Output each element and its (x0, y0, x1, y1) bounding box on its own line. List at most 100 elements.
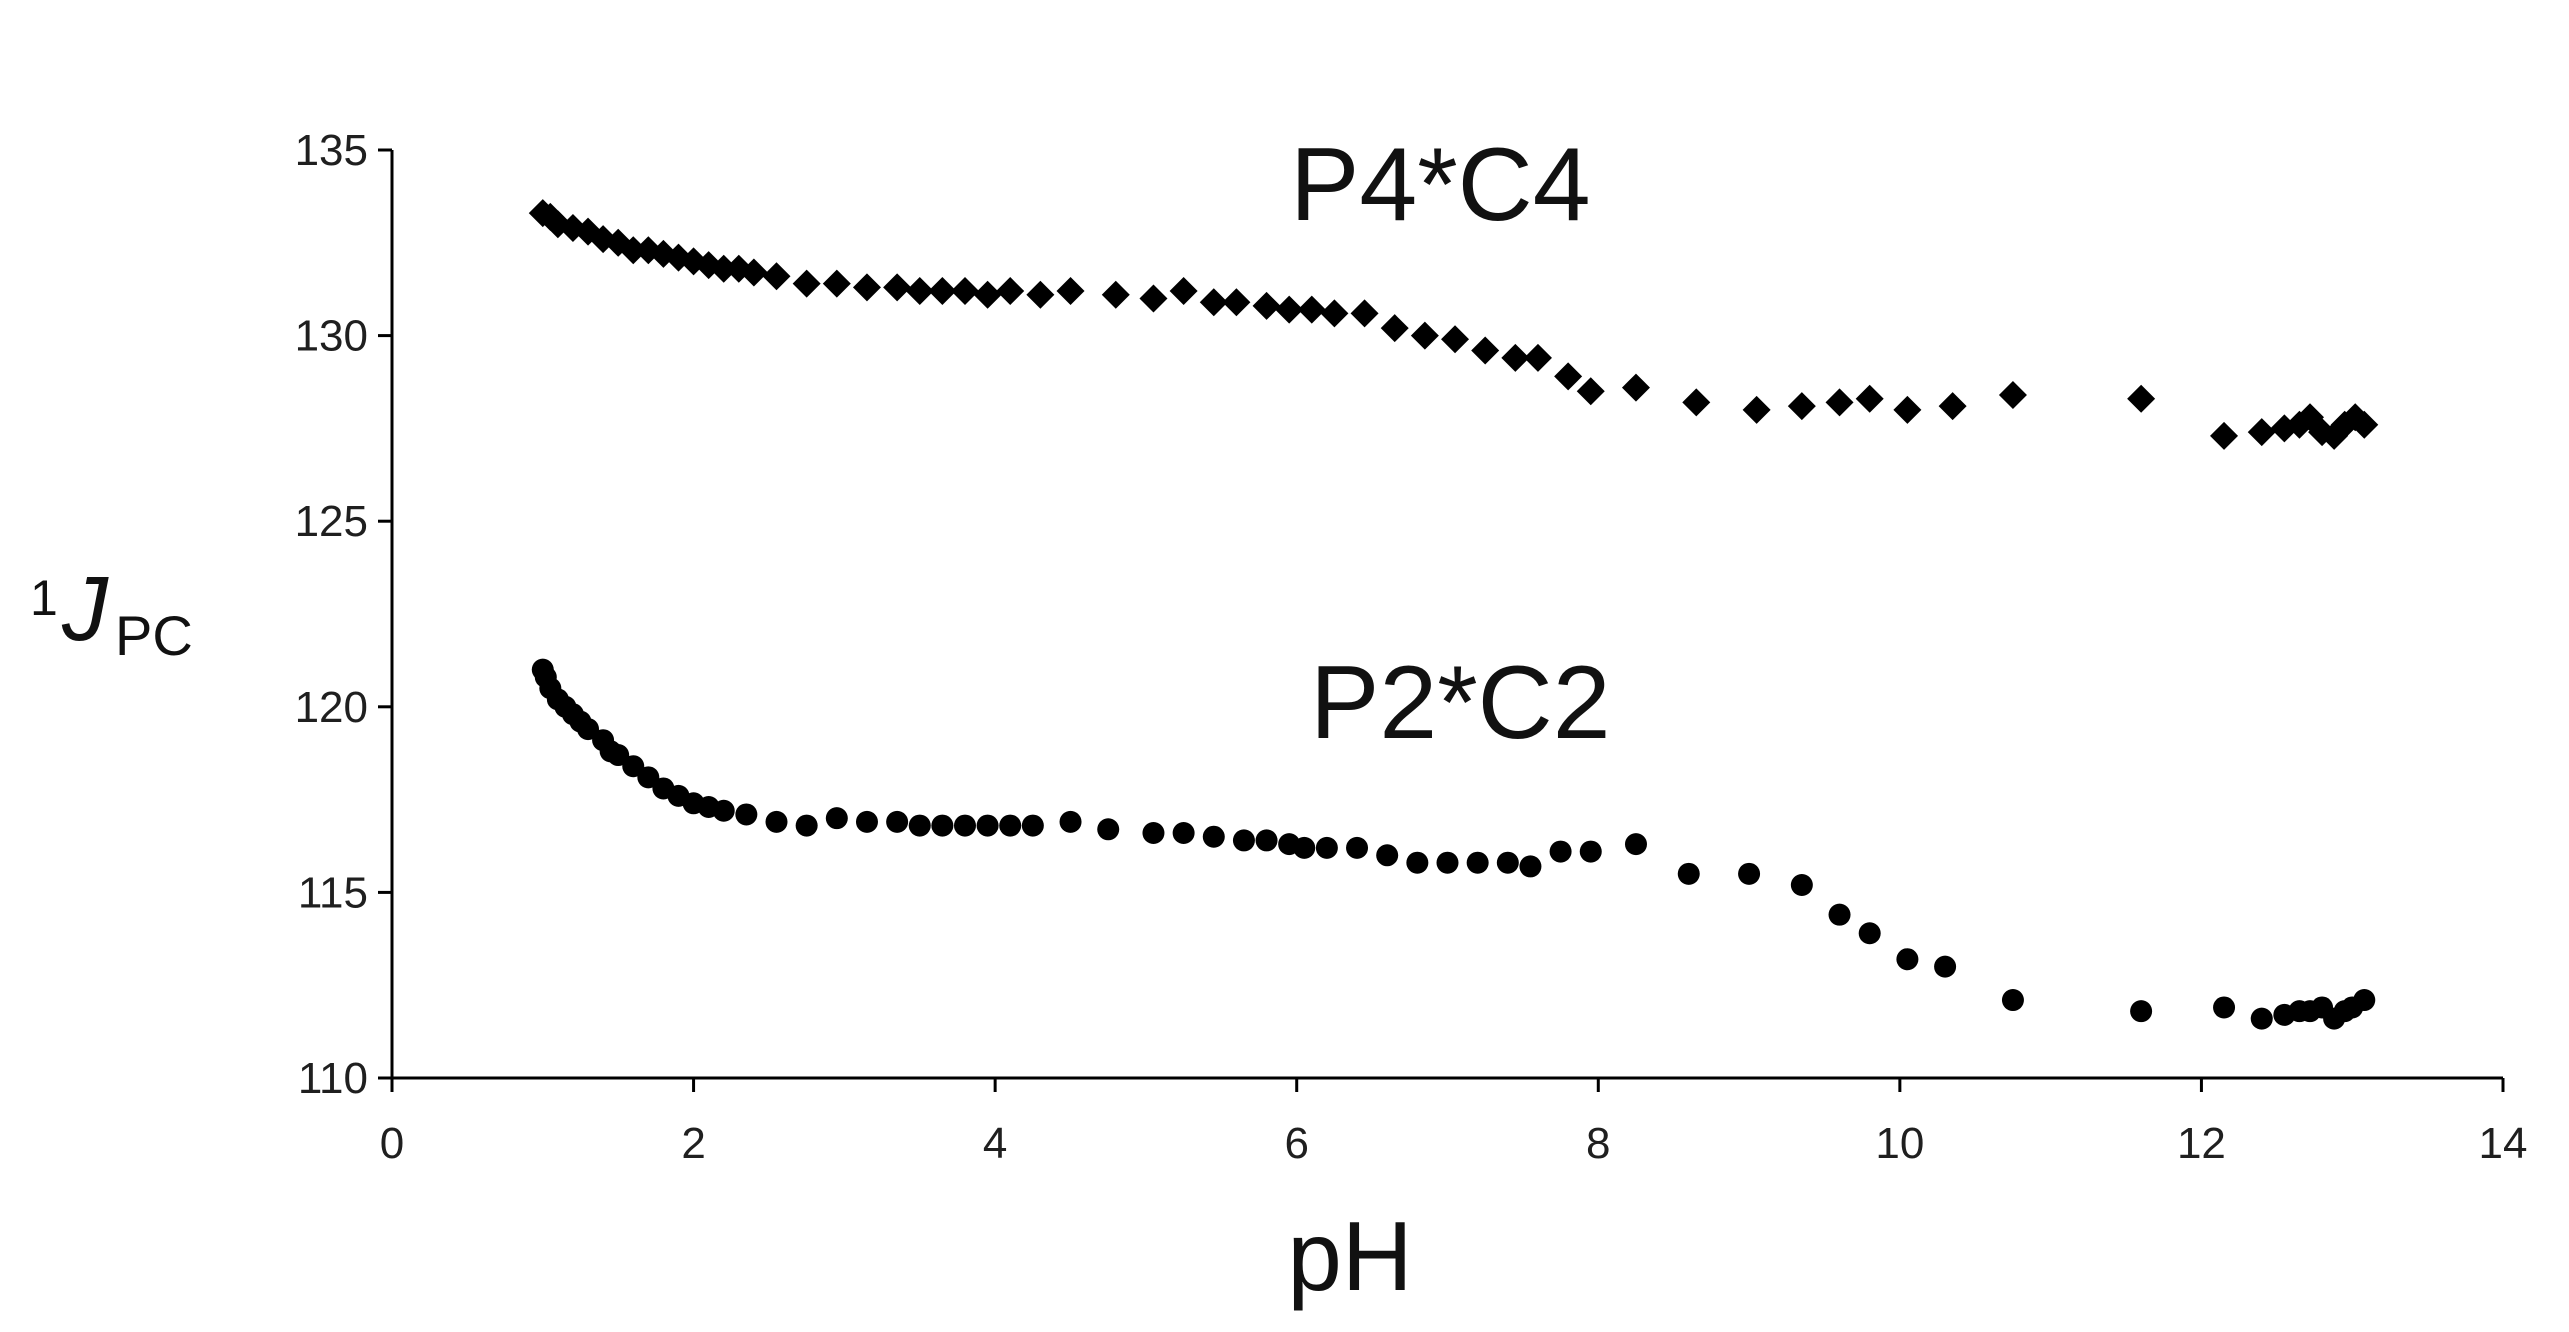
data-point-p4c4 (709, 254, 738, 283)
data-point-p2c2 (1519, 855, 1542, 878)
data-point-p4c4 (1222, 288, 1251, 317)
data-point-p2c2 (1436, 851, 1459, 874)
data-point-p2c2 (1293, 836, 1316, 859)
data-point-p4c4 (1252, 291, 1281, 320)
data-point-p2c2 (1828, 903, 1851, 926)
data-point-p2c2 (1376, 844, 1399, 867)
y-axis-label-sub: PC (115, 604, 193, 667)
data-point-p4c4 (1101, 280, 1130, 309)
data-point-p4c4 (1441, 325, 1470, 354)
data-point-p2c2 (1738, 862, 1761, 885)
data-point-p4c4 (2350, 410, 2379, 439)
data-point-p4c4 (1471, 336, 1500, 365)
data-point-p4c4 (852, 273, 881, 302)
data-point-p2c2 (886, 810, 909, 833)
data-point-p4c4 (1297, 295, 1326, 324)
data-point-p4c4 (1320, 299, 1349, 328)
data-point-p2c2 (1172, 822, 1195, 845)
data-point-p2c2 (1677, 862, 1700, 885)
data-point-p4c4 (1501, 343, 1530, 372)
y-axis-label-main: J (61, 558, 109, 660)
y-tick-label: 125 (295, 497, 368, 546)
data-point-p2c2 (577, 718, 600, 741)
data-point-p4c4 (883, 273, 912, 302)
data-point-p4c4 (762, 262, 791, 291)
data-point-p2c2 (1549, 840, 1572, 863)
x-tick-label: 2 (681, 1119, 705, 1168)
data-point-p2c2 (1059, 810, 1082, 833)
data-point-p4c4 (950, 277, 979, 306)
data-point-p2c2 (1579, 840, 1602, 863)
data-point-p2c2 (1232, 829, 1255, 852)
data-point-p4c4 (1621, 373, 1650, 402)
data-point-p2c2 (908, 814, 931, 837)
x-ticks: 0 2 4 6 8 10 12 14 (380, 1078, 2528, 1168)
data-point-p2c2 (1624, 833, 1647, 856)
data-point-p4c4 (1855, 384, 1884, 413)
data-point-p4c4 (1380, 314, 1409, 343)
series-label-p4c4: P4*C4 (1290, 127, 1591, 243)
y-axis-label-sup: 1 (30, 570, 58, 626)
x-tick-label: 6 (1284, 1119, 1308, 1168)
data-point-p4c4 (1576, 377, 1605, 406)
x-tick-label: 12 (2177, 1119, 2226, 1168)
data-point-p2c2 (1406, 851, 1429, 874)
data-point-p2c2 (1790, 873, 1813, 896)
data-point-p4c4 (905, 277, 934, 306)
y-tick-label: 130 (295, 312, 368, 361)
data-point-p2c2 (1142, 822, 1165, 845)
data-point-p2c2 (1896, 948, 1919, 971)
data-point-p4c4 (2247, 418, 2276, 447)
data-point-p4c4 (2210, 421, 2239, 450)
data-point-p4c4 (1410, 321, 1439, 350)
data-point-p4c4 (2127, 384, 2156, 413)
y-axis-label: 1 J PC (30, 558, 193, 667)
data-point-p2c2 (931, 814, 954, 837)
data-point-p4c4 (1275, 295, 1304, 324)
x-tick-label: 0 (380, 1119, 404, 1168)
data-point-p2c2 (999, 814, 1022, 837)
data-point-p2c2 (976, 814, 999, 837)
y-tick-label: 110 (298, 1054, 368, 1103)
data-point-p4c4 (1825, 388, 1854, 417)
y-ticks: 110 115 120 125 130 135 (295, 126, 392, 1103)
data-point-p4c4 (822, 269, 851, 298)
data-point-p4c4 (1998, 380, 2027, 409)
x-tick-label: 10 (1875, 1119, 1924, 1168)
data-point-p2c2 (2250, 1007, 2273, 1030)
data-point-p2c2 (1858, 922, 1881, 945)
data-point-p4c4 (1169, 277, 1198, 306)
data-point-p2c2 (712, 799, 735, 822)
data-point-p2c2 (1021, 814, 1044, 837)
y-tick-label: 120 (295, 683, 368, 732)
data-point-p4c4 (928, 277, 957, 306)
data-point-p4c4 (973, 280, 1002, 309)
data-point-p4c4 (1682, 388, 1711, 417)
data-point-p4c4 (1787, 392, 1816, 421)
data-point-p2c2 (1466, 851, 1489, 874)
x-axis-label: pH (1287, 1201, 1412, 1311)
x-tick-label: 14 (2479, 1119, 2528, 1168)
data-point-p4c4 (1893, 395, 1922, 424)
data-point-p2c2 (1097, 818, 1120, 841)
data-point-p2c2 (622, 755, 645, 778)
data-point-p2c2 (1315, 836, 1338, 859)
data-point-p2c2 (1346, 836, 1369, 859)
data-point-p4c4 (1523, 343, 1552, 372)
data-point-p4c4 (1350, 299, 1379, 328)
x-tick-label: 4 (983, 1119, 1007, 1168)
data-point-p4c4 (1554, 362, 1583, 391)
data-point-p4c4 (1056, 277, 1085, 306)
data-point-p4c4 (1139, 284, 1168, 313)
y-tick-label: 135 (295, 126, 368, 175)
data-point-p2c2 (2001, 989, 2024, 1012)
data-point-p2c2 (855, 810, 878, 833)
data-point-p4c4 (1026, 280, 1055, 309)
axes (390, 150, 2503, 1080)
data-point-p2c2 (2213, 996, 2236, 1019)
data-point-p2c2 (2130, 1000, 2153, 1023)
data-point-p2c2 (735, 803, 758, 826)
data-point-p4c4 (619, 236, 648, 265)
data-point-p2c2 (607, 744, 630, 767)
